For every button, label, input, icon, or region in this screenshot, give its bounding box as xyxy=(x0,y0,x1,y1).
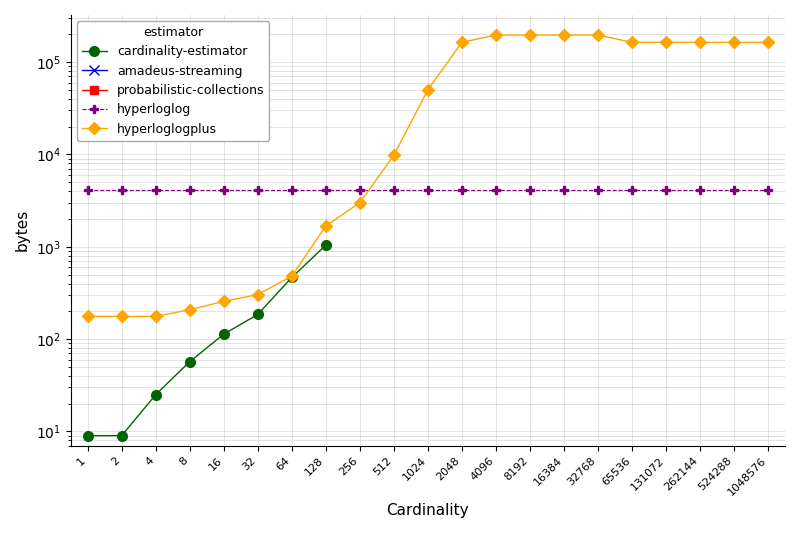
hyperloglog xyxy=(525,187,534,193)
hyperloglogplus xyxy=(117,313,126,320)
hyperloglog xyxy=(389,187,398,193)
hyperloglog xyxy=(253,187,262,193)
hyperloglogplus xyxy=(185,306,194,313)
Legend: cardinality-estimator, amadeus-streaming, probabilistic-collections, hyperloglog: cardinality-estimator, amadeus-streaming… xyxy=(77,21,270,141)
hyperloglogplus xyxy=(457,39,466,45)
hyperloglog xyxy=(491,187,501,193)
cardinality-estimator xyxy=(185,359,194,365)
cardinality-estimator xyxy=(83,432,93,439)
Line: hyperloglog: hyperloglog xyxy=(83,186,772,195)
hyperloglogplus xyxy=(593,32,602,38)
hyperloglog xyxy=(593,187,602,193)
hyperloglogplus xyxy=(389,152,398,158)
hyperloglog xyxy=(729,187,738,193)
cardinality-estimator xyxy=(321,242,330,248)
hyperloglogplus xyxy=(695,39,705,45)
cardinality-estimator xyxy=(253,311,262,318)
hyperloglogplus xyxy=(627,39,637,45)
hyperloglogplus xyxy=(763,39,773,45)
hyperloglog xyxy=(287,187,297,193)
hyperloglogplus xyxy=(151,313,161,320)
hyperloglogplus xyxy=(525,32,534,38)
hyperloglog xyxy=(661,187,670,193)
Y-axis label: bytes: bytes xyxy=(15,209,30,252)
hyperloglogplus xyxy=(253,292,262,298)
hyperloglog xyxy=(763,187,773,193)
hyperloglog xyxy=(355,187,365,193)
cardinality-estimator xyxy=(287,274,297,281)
hyperloglogplus xyxy=(729,39,738,45)
hyperloglogplus xyxy=(287,273,297,279)
hyperloglogplus xyxy=(321,223,330,229)
cardinality-estimator xyxy=(117,432,126,439)
X-axis label: Cardinality: Cardinality xyxy=(386,503,469,518)
cardinality-estimator xyxy=(151,392,161,398)
hyperloglog xyxy=(559,187,569,193)
hyperloglog xyxy=(83,187,93,193)
hyperloglogplus xyxy=(559,32,569,38)
hyperloglogplus xyxy=(355,199,365,206)
hyperloglogplus xyxy=(83,313,93,320)
Line: cardinality-estimator: cardinality-estimator xyxy=(82,240,330,440)
hyperloglog xyxy=(695,187,705,193)
hyperloglog xyxy=(185,187,194,193)
hyperloglog xyxy=(117,187,126,193)
hyperloglog xyxy=(627,187,637,193)
hyperloglog xyxy=(423,187,433,193)
Line: hyperloglogplus: hyperloglogplus xyxy=(83,31,772,321)
hyperloglog xyxy=(151,187,161,193)
cardinality-estimator xyxy=(219,331,229,337)
hyperloglog xyxy=(457,187,466,193)
hyperloglogplus xyxy=(423,87,433,93)
hyperloglogplus xyxy=(219,298,229,305)
hyperloglog xyxy=(321,187,330,193)
hyperloglogplus xyxy=(491,32,501,38)
hyperloglog xyxy=(219,187,229,193)
hyperloglogplus xyxy=(661,39,670,45)
